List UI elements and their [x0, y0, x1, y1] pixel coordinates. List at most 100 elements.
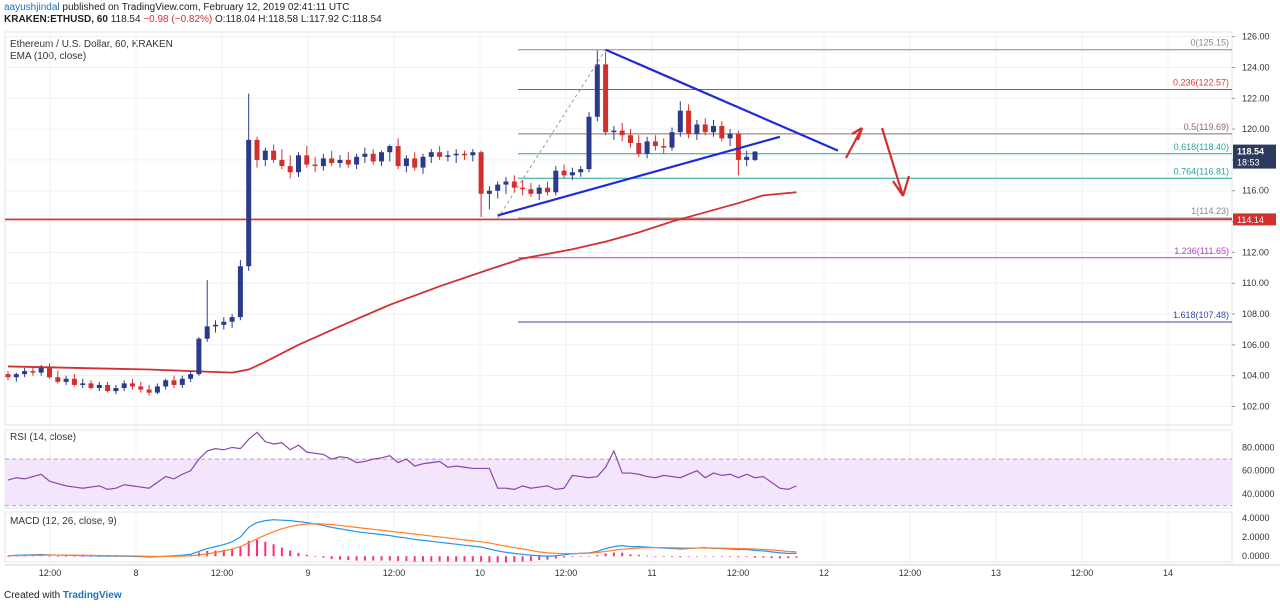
- macd-histogram-bar: [372, 556, 375, 561]
- footer: Created with TradingView: [4, 590, 122, 601]
- macd-histogram-bar: [330, 556, 333, 560]
- candle-body: [80, 383, 86, 385]
- candle-body: [38, 367, 44, 373]
- macd-tick-label: 4.0000: [1242, 513, 1270, 523]
- fib-levels: 0(125.15) 0.236(122.57) 0.5(119.69) 0.618(1…: [5, 38, 1232, 323]
- fib-level-label: 1.236(111.65): [1174, 246, 1229, 256]
- candle-body: [130, 383, 135, 387]
- rsi-tick-label: 60.0000: [1242, 466, 1275, 476]
- macd-histogram-bar: [612, 552, 615, 557]
- candle-body: [636, 142, 642, 154]
- macd-histogram-bar: [305, 554, 308, 557]
- candle-body: [403, 158, 409, 167]
- candle-body: [354, 156, 360, 165]
- macd-histogram-bar: [662, 556, 665, 557]
- candle-body: [437, 152, 443, 157]
- candle-body: [719, 126, 725, 139]
- macd-histogram-bar: [56, 556, 59, 557]
- signal-line: [7, 523, 797, 558]
- candle-body: [711, 126, 716, 133]
- candle-body: [188, 374, 194, 379]
- tradingview-logo[interactable]: TradingView: [62, 590, 122, 601]
- macd-histogram-bar: [231, 549, 234, 557]
- candle-body: [387, 146, 393, 153]
- macd-histogram-bar: [596, 555, 599, 557]
- macd-histogram-bar: [778, 556, 781, 559]
- x-tick-label: 14: [1163, 568, 1173, 578]
- candle-body: [520, 187, 526, 190]
- macd-histogram-bar: [737, 556, 740, 558]
- candle-body: [603, 64, 609, 133]
- candle-body: [528, 189, 534, 194]
- macd-pane: [7, 519, 798, 563]
- macd-histogram-bar: [73, 556, 76, 557]
- candle-body: [30, 371, 36, 373]
- x-tick-label: 12:00: [899, 568, 922, 578]
- macd-histogram-bar: [745, 556, 748, 557]
- candle-body: [669, 132, 675, 148]
- candle-body: [88, 383, 94, 389]
- macd-histogram-bar: [65, 556, 68, 557]
- y-tick-label: 120.00: [1242, 124, 1270, 134]
- macd-histogram-bar: [222, 549, 225, 557]
- candle-body: [221, 321, 227, 325]
- y-tick-label: 108.00: [1242, 309, 1270, 319]
- chart-title: Ethereum / U.S. Dollar, 60, KRAKEN: [10, 39, 173, 50]
- macd-histogram-bar: [256, 539, 258, 557]
- header-bar: aayushjindal published on TradingView.co…: [0, 0, 1280, 26]
- candle-body: [296, 155, 301, 173]
- ema-100-line: [7, 191, 797, 374]
- created-with: Created with: [4, 590, 61, 601]
- rsi-tick-label: 40.0000: [1242, 489, 1275, 499]
- candle-body: [55, 377, 61, 382]
- candle-body: [611, 130, 617, 133]
- macd-histogram-bar: [637, 554, 640, 557]
- macd-histogram-bar: [729, 556, 732, 557]
- y-tick-label: 112.00: [1242, 247, 1269, 257]
- macd-histogram-bar: [521, 556, 524, 562]
- candle-body: [254, 139, 260, 160]
- macd-histogram-bar: [463, 556, 466, 562]
- macd-histogram-bar: [513, 556, 516, 562]
- ohlc-values: O:118.04 H:118.58 L:117.92 C:118.54: [215, 14, 382, 25]
- author-link[interactable]: aayushjindal: [4, 2, 60, 13]
- annotations: [845, 127, 911, 197]
- candle-body: [63, 378, 69, 382]
- candle-body: [113, 388, 119, 392]
- candle-body: [553, 170, 559, 193]
- x-tick-label: 11: [647, 568, 656, 578]
- fib-level-label: 0.618(118.40): [1174, 142, 1229, 152]
- candle-body: [105, 384, 111, 392]
- macd-histogram-bar: [422, 556, 424, 562]
- candle-body: [154, 386, 160, 393]
- candle-body: [702, 124, 708, 133]
- macd-histogram-bar: [388, 556, 391, 561]
- candle-body: [744, 156, 750, 160]
- macd-histogram-bar: [646, 555, 649, 557]
- candle-body: [138, 386, 144, 390]
- x-tick-label: 12:00: [39, 568, 62, 578]
- candle-body: [652, 141, 658, 147]
- chart-svg[interactable]: 0(125.15) 0.236(122.57) 0.5(119.69) 0.618(1…: [0, 0, 1280, 580]
- macd-histogram-bar: [413, 556, 416, 562]
- trendlines: [497, 48, 839, 219]
- macd-histogram-bar: [704, 555, 707, 557]
- candle-body: [146, 389, 152, 393]
- candle-body: [5, 374, 11, 378]
- candle-body: [196, 338, 202, 375]
- rsi-line: [7, 431, 797, 490]
- macd-histogram-bar: [339, 556, 341, 560]
- fib-level-label: 0(125.15): [1190, 38, 1229, 48]
- fib-level-label: 0.5(119.69): [1184, 122, 1229, 132]
- macd-histogram-bar: [405, 556, 408, 562]
- candle-body: [420, 156, 426, 168]
- macd-histogram-bar: [272, 544, 275, 557]
- pane-frame: [4, 31, 1233, 426]
- candle-body: [545, 187, 550, 193]
- candle-body: [462, 153, 467, 156]
- decline-arrow: [880, 127, 911, 197]
- x-tick-label: 9: [305, 568, 310, 578]
- candle-body: [229, 317, 235, 322]
- candle-body: [735, 133, 741, 160]
- macd-histogram-bar: [314, 556, 317, 557]
